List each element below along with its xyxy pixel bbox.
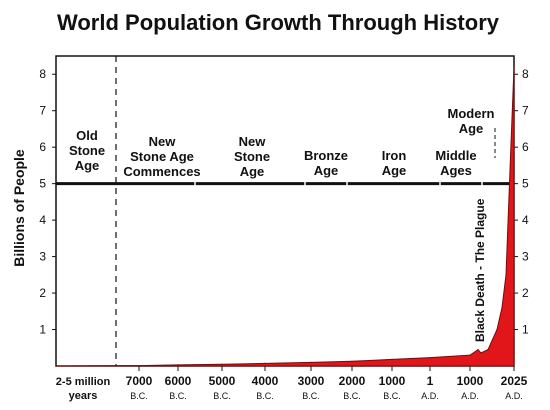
data-point (477, 349, 479, 351)
chart-title: World Population Growth Through History (57, 10, 500, 35)
x-tick-label-bottom: A.D. (461, 391, 479, 401)
x-tick-label-top: 1 (427, 374, 434, 388)
era-label-line: Age (382, 163, 407, 178)
era-label-line: Age (459, 121, 484, 136)
y-tick-label-left: 6 (39, 140, 46, 154)
data-point (351, 360, 353, 362)
data-point (469, 354, 471, 356)
y-tick-label-left: 3 (39, 250, 46, 264)
data-point (391, 358, 393, 360)
x-tick-label-bottom: B.C. (169, 391, 187, 401)
plot-frame (55, 55, 515, 367)
era-label-line: Age (314, 163, 339, 178)
x-tick-label-bottom: B.C. (383, 391, 401, 401)
plot-area: 1 1 2 2 3 3 4 4 5 5 6 6 7 7 8 8 2-5 million years 7000 B.C.… (39, 55, 529, 402)
y-tick-label-right: 7 (522, 104, 529, 118)
x-tick-label-top: 2-5 million (56, 376, 111, 388)
y-tick-label-left: 5 (39, 177, 46, 191)
era-label-line: New (149, 134, 177, 149)
y-tick-label-right: 5 (522, 177, 529, 191)
era-label-line: Modern (448, 106, 495, 121)
y-tick-label-left: 1 (39, 323, 46, 337)
era-label: New Stone Age Commences (123, 134, 200, 179)
era-label-line: Commences (123, 164, 200, 179)
era-label-line: Bronze (304, 148, 348, 163)
data-point (310, 361, 312, 363)
x-tick-label-bottom: B.C. (302, 391, 320, 401)
y-tick-label-right: 2 (522, 286, 529, 300)
era-label-line: Ages (440, 163, 472, 178)
y-tick-label-left: 8 (39, 67, 46, 81)
era-label-line: Stone Age (130, 149, 194, 164)
era-label: New Stone Age (234, 134, 270, 179)
x-tick-label-top: 1000 (379, 374, 406, 388)
era-label-line: Stone (69, 143, 105, 158)
era-label-line: Iron (382, 148, 407, 163)
data-point (221, 363, 223, 365)
era-label-line: Age (240, 164, 265, 179)
x-tick-label-top: 6000 (165, 374, 192, 388)
data-point (487, 349, 489, 351)
data-point (429, 357, 431, 359)
x-tick-label-bottom: A.D. (421, 391, 439, 401)
x-tick-label-bottom: A.D. (505, 391, 523, 401)
y-tick-label-right: 1 (522, 323, 529, 337)
x-tick-label-top: 7000 (126, 374, 153, 388)
x-tick-label-bottom: B.C. (256, 391, 274, 401)
era-label-line: Age (75, 158, 100, 173)
y-tick-label-left: 4 (39, 213, 46, 227)
era-label: Modern Age (448, 106, 495, 136)
data-point (513, 66, 515, 68)
data-point (55, 365, 57, 367)
era-label: Iron Age (382, 148, 407, 178)
x-tick-label-bottom: B.C. (213, 391, 231, 401)
y-tick-label-left: 7 (39, 104, 46, 118)
x-tick-label-top: 5000 (209, 374, 236, 388)
population-area (55, 66, 515, 367)
era-label-line: Stone (234, 149, 270, 164)
x-tick-label-top: 4000 (252, 374, 279, 388)
y-tick-label-right: 6 (522, 140, 529, 154)
black-death-annotation: Black Death - The Plague (473, 198, 487, 342)
data-point (480, 352, 482, 354)
x-tick-label-top: 2000 (339, 374, 366, 388)
x-tick-label-top: 3000 (298, 374, 325, 388)
era-label: Bronze Age (304, 148, 348, 178)
y-tick-label-left: 2 (39, 286, 46, 300)
era-label: Middle Ages (435, 148, 476, 178)
x-tick-label-top: 1000 (457, 374, 484, 388)
data-point (505, 274, 507, 276)
data-point (496, 328, 498, 331)
y-tick-label-right: 8 (522, 67, 529, 81)
data-point (501, 307, 503, 309)
era-label-line: New (239, 134, 267, 149)
era-label: Old Stone Age (69, 128, 105, 173)
x-tick-label-bottom: years (69, 390, 98, 402)
data-point (138, 365, 140, 367)
y-tick-label-right: 4 (522, 213, 529, 227)
y-axis-label: Billions of People (11, 149, 27, 267)
era-label-line: Middle (435, 148, 476, 163)
y-tick-label-right: 3 (522, 250, 529, 264)
data-point (177, 364, 179, 366)
x-tick-label-bottom: B.C. (130, 391, 148, 401)
data-point (510, 142, 512, 145)
x-tick-label-bottom: B.C. (343, 391, 361, 401)
data-point (264, 362, 266, 364)
x-tick-label-top: 2025 (501, 374, 528, 388)
era-label-line: Old (76, 128, 98, 143)
